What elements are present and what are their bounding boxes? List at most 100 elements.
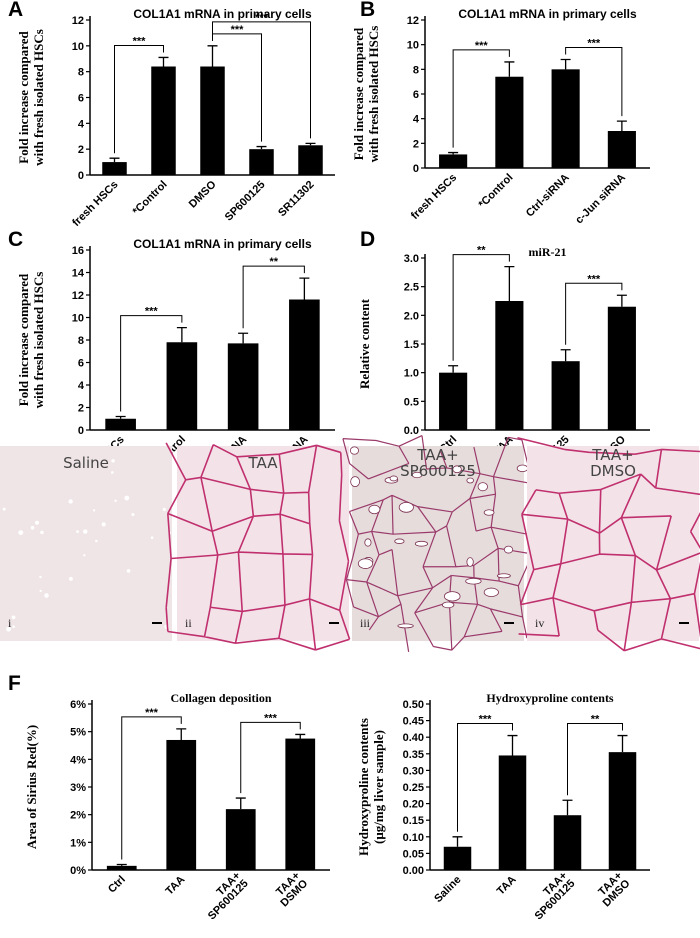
y-tick-label: 0 — [78, 425, 84, 437]
y-tick-label: 0.0 — [404, 425, 419, 437]
error-bar — [238, 332, 249, 344]
bar — [439, 154, 468, 168]
chart-title: COL1A1 mRNA in primary cells — [133, 7, 312, 21]
texture — [165, 442, 351, 651]
texture — [162, 507, 166, 512]
texture — [39, 589, 42, 593]
texture — [12, 625, 16, 628]
error-bar — [560, 349, 571, 362]
y-axis-label: (μg/mg liver sample) — [371, 730, 386, 844]
image-numeral: iii — [360, 616, 371, 630]
y-tick-label: 0 — [78, 170, 84, 182]
x-tick-label: TAA+DMSO — [593, 869, 633, 909]
bar — [607, 131, 636, 168]
y-axis-label: Area of Sirius Red(%) — [24, 725, 39, 849]
y-axis-label: with fresh isolated HSCs — [31, 272, 46, 409]
y-axis-label: Fold increase compared — [16, 273, 31, 406]
texture — [2, 507, 6, 511]
texture — [364, 538, 372, 547]
significance-label: *** — [133, 35, 147, 47]
panel-letter: C — [8, 228, 23, 251]
y-tick-label: 3.0 — [404, 253, 419, 265]
error-bar — [616, 120, 627, 131]
significance-label: *** — [255, 12, 269, 24]
texture — [503, 545, 514, 554]
bar — [285, 738, 316, 870]
significance-label: *** — [587, 37, 601, 49]
error-bar — [617, 734, 628, 753]
texture — [389, 475, 398, 482]
texture — [452, 465, 462, 474]
texture — [30, 525, 35, 530]
significance-bracket — [452, 49, 510, 148]
error-bar — [452, 836, 463, 847]
y-tick-label: 1% — [70, 837, 86, 849]
significance-bracket — [121, 716, 182, 860]
chart-title: COL1A1 mRNA in primary cells — [133, 237, 312, 251]
texture — [18, 530, 24, 536]
texture — [441, 601, 455, 609]
y-tick-label: 0% — [70, 865, 86, 877]
significance-label: ** — [269, 256, 278, 268]
texture — [517, 436, 700, 652]
bar — [200, 66, 225, 175]
chart-title: COL1A1 mRNA in primary cells — [458, 7, 637, 21]
x-tick-label: *Control — [130, 179, 169, 218]
error-bar — [176, 326, 187, 343]
histology-image — [165, 442, 351, 651]
y-tick-label: 6 — [413, 89, 419, 101]
error-bar — [235, 797, 246, 810]
bar — [151, 66, 176, 175]
error-bar — [115, 415, 126, 419]
bar — [443, 846, 472, 870]
image-label: Saline — [63, 454, 109, 472]
panel-letter: B — [360, 0, 375, 21]
texture — [483, 509, 495, 516]
image-label: TAA+ SP600125 — [400, 446, 476, 480]
bar — [227, 343, 259, 430]
bar — [495, 301, 524, 430]
texture — [83, 554, 86, 557]
bar — [249, 149, 274, 175]
image-label: TAA+ DMSO — [590, 446, 636, 480]
significance-bracket — [457, 723, 513, 832]
image-label: TAA — [248, 454, 279, 472]
image-background — [0, 446, 172, 641]
y-tick-label: 0.50 — [403, 699, 424, 711]
texture — [368, 504, 381, 515]
panel-letter: A — [8, 0, 23, 21]
y-tick-label: 0 — [413, 163, 419, 175]
texture — [466, 557, 474, 567]
texture — [477, 482, 488, 492]
y-tick-label: 10 — [72, 313, 84, 325]
y-axis-label: Relative content — [357, 298, 372, 389]
y-tick-label: 0.5 — [404, 396, 419, 408]
histology-image — [517, 436, 700, 652]
bar — [102, 162, 127, 175]
y-tick-label: 14 — [72, 268, 85, 280]
histology-image — [342, 435, 534, 652]
chart-title: Collagen deposition — [170, 691, 271, 705]
texture — [394, 538, 405, 544]
bar — [607, 306, 636, 430]
x-tick-label: Ctrl-siRNA — [524, 172, 572, 220]
significance-bracket — [114, 44, 164, 154]
error-bar — [295, 733, 306, 739]
y-tick-label: 1.0 — [404, 368, 419, 380]
y-tick-label: 4 — [78, 380, 85, 392]
error-bar — [562, 799, 573, 816]
bar — [498, 755, 527, 870]
texture — [398, 502, 414, 513]
error-bar — [116, 863, 127, 866]
bar — [551, 69, 580, 168]
y-tick-label: 1.5 — [404, 339, 419, 351]
significance-label: *** — [475, 40, 489, 52]
error-bar — [507, 734, 518, 756]
texture — [350, 476, 360, 488]
error-bar — [207, 45, 218, 67]
y-tick-label: 10 — [72, 41, 84, 53]
y-tick-label: 2 — [413, 138, 419, 150]
chart-title: miR-21 — [529, 245, 567, 259]
x-tick-label: Saline — [432, 874, 463, 905]
